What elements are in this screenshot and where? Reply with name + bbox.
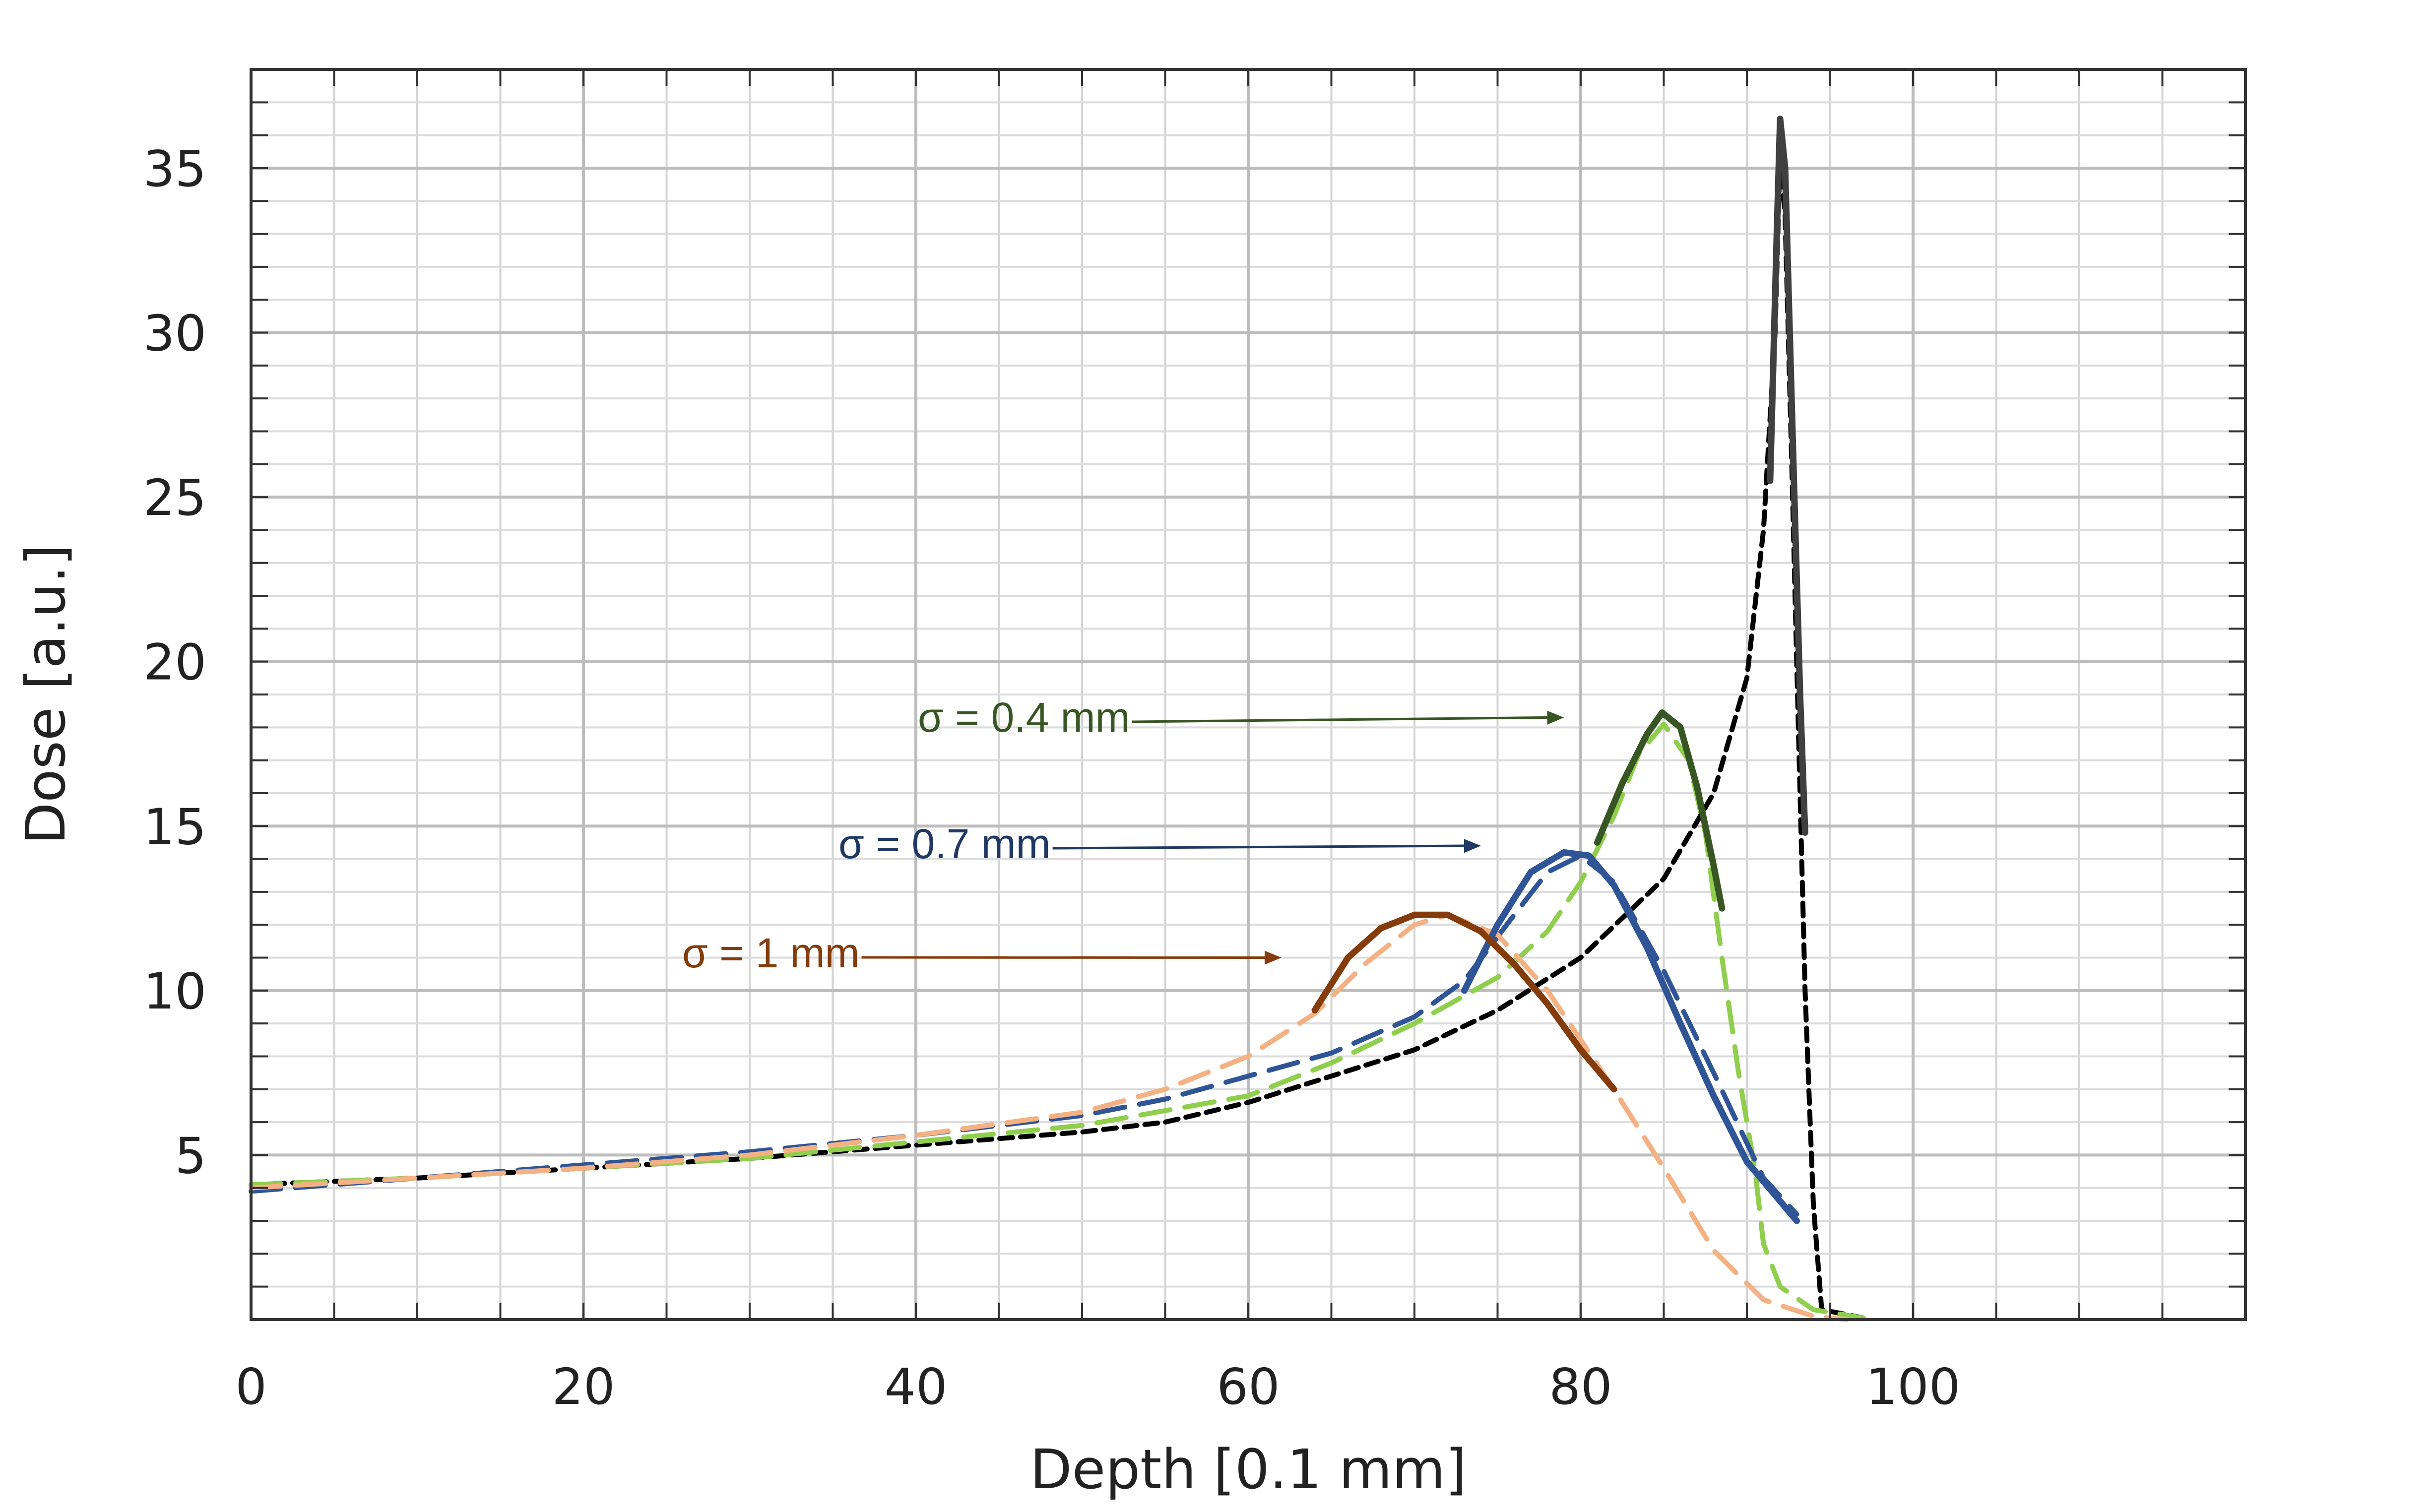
x-tick-label: 40 — [884, 1358, 947, 1416]
series-line-4 — [1767, 116, 1808, 836]
annotation-label-1: σ = 0.7 mm — [838, 820, 1051, 867]
tick-labels: 0 20 40 60 80 100 5 10 15 20 25 30 35 — [143, 140, 1961, 1416]
x-tick-label: 80 — [1549, 1358, 1612, 1416]
ticks-group — [250, 68, 2246, 1321]
annotation-arrow-head-0 — [1547, 710, 1564, 725]
annotation-arrow-line-1 — [1052, 844, 1467, 850]
x-tick-label: 100 — [1866, 1358, 1961, 1416]
y-tick-label: 10 — [143, 962, 206, 1020]
series-line-2 — [249, 853, 1799, 1217]
series-line-6 — [1461, 849, 1800, 1224]
y-tick-label: 20 — [143, 633, 206, 692]
series-line-5 — [1594, 709, 1726, 912]
y-tick-label: 25 — [143, 469, 206, 527]
x-axis-label: Depth [0.1 mm] — [1030, 1438, 1467, 1501]
y-tick-label: 15 — [143, 798, 206, 856]
annotation-group: σ = 0.4 mm σ = 0.7 mm σ = 1 mm — [682, 694, 1564, 976]
y-tick-label: 5 — [175, 1127, 206, 1185]
series-line-1 — [249, 721, 1866, 1321]
series-line-7 — [1311, 911, 1617, 1093]
annotation-arrow-line-2 — [861, 956, 1267, 959]
annotation-arrow-head-1 — [1464, 839, 1481, 853]
x-tick-label: 20 — [552, 1358, 615, 1416]
y-tick-label: 35 — [143, 140, 206, 198]
annotation-arrow-head-2 — [1264, 950, 1282, 965]
series-line-3 — [249, 912, 1849, 1322]
series-group — [249, 116, 1866, 1322]
x-tick-label: 0 — [235, 1358, 267, 1416]
y-axis-label: Dose [a.u.] — [14, 545, 77, 845]
x-tick-label: 60 — [1217, 1358, 1280, 1416]
y-tick-label: 30 — [143, 305, 206, 363]
annotation-arrow-line-0 — [1132, 716, 1549, 723]
annotation-label-0: σ = 0.4 mm — [918, 694, 1130, 741]
annotation-label-2: σ = 1 mm — [682, 930, 860, 976]
